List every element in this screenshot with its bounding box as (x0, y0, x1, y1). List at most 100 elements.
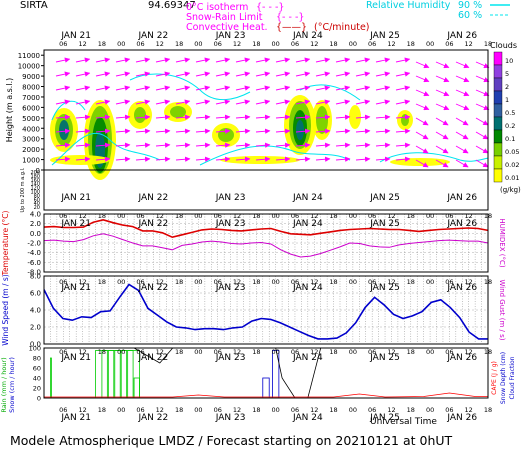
wind-arrow (395, 128, 411, 134)
rain-bar (133, 377, 140, 399)
legend-swatch (493, 64, 503, 79)
y-tick-label: -6.0 (27, 259, 41, 267)
wind-arrow (275, 99, 291, 105)
day-label: JAN 25 (369, 31, 400, 41)
wind-arrow (375, 142, 391, 148)
legend-level: 5 (505, 70, 509, 78)
hour-tick-label: 18 (175, 348, 183, 356)
y-tick-label: 8000 (22, 84, 40, 92)
hour-tick-label: 00 (272, 212, 280, 220)
hour-tick-label: 00 (272, 40, 280, 48)
day-label: JAN 23 (215, 353, 246, 363)
wind-arrow (75, 128, 91, 134)
wind-arrow (155, 156, 171, 162)
wind-arrow (55, 156, 71, 162)
hour-tick-label: 12 (387, 406, 395, 414)
wind-arrow (395, 114, 411, 120)
wind-arrow (335, 99, 351, 105)
legend-level: 2 (505, 83, 509, 91)
hour-tick-label: 06 (59, 406, 67, 414)
hour-tick-label: 12 (78, 406, 86, 414)
y-tick-label-low: 60 (34, 197, 40, 203)
day-label: JAN 21 (60, 283, 91, 293)
legend-level: 1 (505, 96, 509, 104)
hour-tick-label: 00 (272, 406, 280, 414)
y-tick-label: 6000 (22, 104, 40, 112)
wind-arrow (275, 128, 291, 134)
wind-arrow (135, 57, 151, 63)
y-tick-label-low: 100 (30, 190, 40, 196)
wind-arrow (395, 71, 411, 77)
hour-tick-label: 18 (407, 40, 415, 48)
wind-arrow (395, 142, 411, 148)
hour-tick-label: 12 (465, 40, 473, 48)
hour-tick-label: 12 (78, 212, 86, 220)
wind-arrow (355, 114, 371, 120)
hour-tick-label: 18 (252, 212, 260, 220)
y-tick-label: 40 (33, 375, 41, 383)
hour-tick-label: 18 (252, 348, 260, 356)
day-label: JAN 25 (369, 283, 400, 293)
legend-swatch (493, 51, 503, 66)
wind-arrow (235, 114, 251, 120)
hour-tick-label: 18 (98, 406, 106, 414)
wind-arrow (375, 114, 391, 120)
day-label: JAN 24 (292, 219, 323, 229)
wind-arrow (175, 114, 191, 120)
wind-arrow (155, 99, 171, 105)
legend-rh-label: Relative Humidity (366, 0, 451, 11)
wind-arrow (315, 128, 331, 134)
hour-tick-label: 00 (117, 406, 125, 414)
y-tick-label: 80 (33, 355, 41, 363)
day-label: JAN 22 (138, 219, 169, 229)
cloud-region (349, 105, 361, 129)
wind-arrow (175, 99, 191, 105)
day-label: JAN 26 (446, 353, 477, 363)
wind-arrow (235, 57, 251, 63)
day-label: JAN 23 (215, 219, 246, 229)
wind-arrow (455, 145, 469, 154)
axis-labels: Height (m a.s.l.) Up to 200 m a.g.l. Tempe… (0, 78, 516, 413)
hour-tick-label: 06 (445, 278, 453, 286)
series-line (43, 218, 489, 239)
wind-arrow (315, 156, 331, 162)
wind-arrow (235, 156, 251, 162)
hour-tick-label: 00 (272, 278, 280, 286)
hour-tick-label: 18 (329, 278, 337, 286)
cloud-region (170, 106, 186, 118)
day-label: JAN 24 (292, 193, 323, 203)
hour-tick-label: 12 (233, 348, 241, 356)
y-tick-label: 2.0 (30, 220, 41, 228)
hour-tick-label: 12 (78, 348, 86, 356)
hour-tick-label: 18 (98, 40, 106, 48)
humidity-contour (379, 152, 489, 163)
legend-level: 0.05 (505, 148, 519, 156)
humidex-ylabel: HUMIDEX (°C) (498, 218, 506, 267)
hour-tick-label: 00 (194, 40, 202, 48)
wind-arrow (435, 131, 449, 140)
y-tick-label: 4000 (22, 125, 40, 133)
wind-arrow (455, 103, 470, 111)
y-tick-label-low: 160 (30, 178, 40, 184)
hour-tick-label: 06 (136, 278, 144, 286)
wind-arrow (295, 156, 311, 162)
hour-tick-label: 18 (407, 406, 415, 414)
day-label: JAN 21 (60, 31, 91, 41)
wind-arrow (335, 85, 351, 91)
y-tick-label: 2000 (22, 146, 40, 154)
gust-ylabel: Wind Gust (m / s) (498, 279, 506, 340)
wind-arrow (115, 114, 131, 120)
wind-arrow (135, 71, 151, 77)
wind-arrow (95, 114, 111, 120)
hour-tick-label: 06 (136, 212, 144, 220)
wind-arrow (155, 142, 171, 148)
y-tick-label: 5000 (22, 115, 40, 123)
hour-tick-label: 06 (368, 348, 376, 356)
station-name: SIRTA (20, 0, 48, 11)
snow-ylabel: Snow (cm / hour) (8, 357, 16, 413)
wind-arrow (115, 156, 131, 162)
legend-swatch (493, 90, 503, 105)
wind-arrow (95, 99, 111, 105)
hour-tick-label: 06 (368, 40, 376, 48)
day-label: JAN 23 (215, 193, 246, 203)
